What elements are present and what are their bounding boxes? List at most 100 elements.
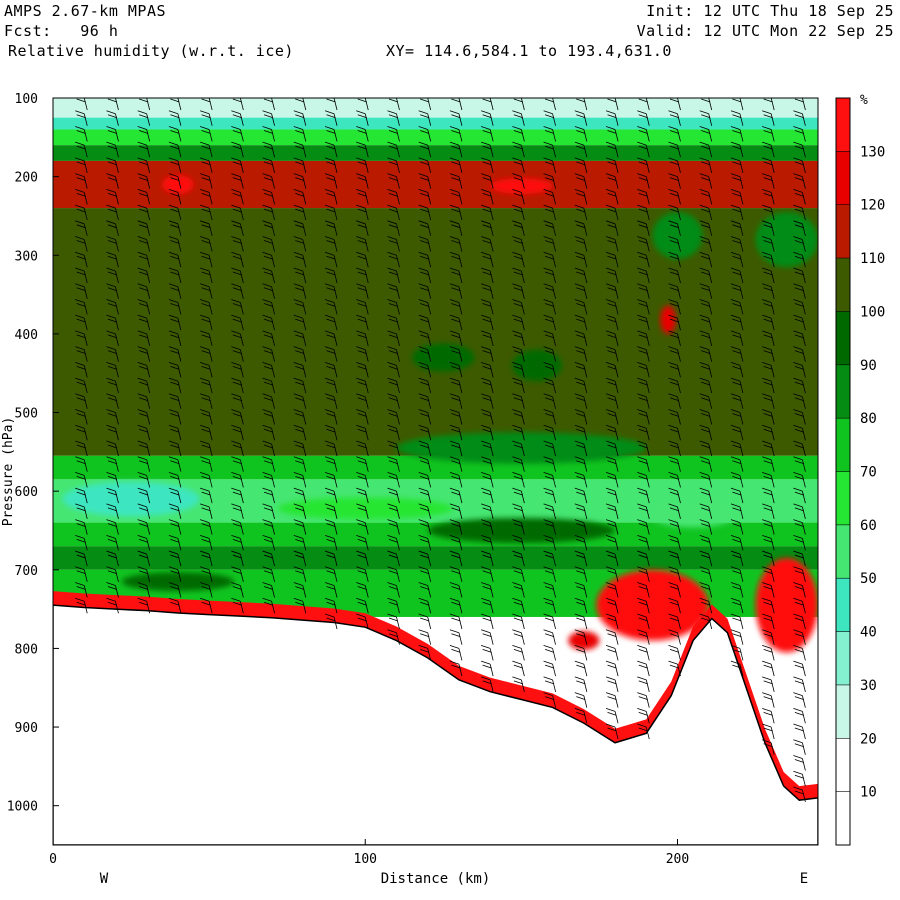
barb-staff [115, 255, 119, 268]
barb-staff [520, 538, 525, 551]
barb-flag [356, 330, 366, 335]
barb-staff [614, 255, 619, 268]
wind-barb [293, 330, 307, 346]
wind-barb [637, 566, 650, 582]
barb-flag [543, 299, 553, 303]
barb-staff [520, 207, 525, 221]
barb-flag [482, 98, 492, 103]
wind-barb [75, 220, 88, 236]
wind-barb [262, 597, 275, 614]
wind-barb [356, 236, 369, 252]
barb-flag [326, 287, 336, 292]
barb-staff [177, 349, 182, 362]
barb-staff [489, 160, 494, 174]
barb-flag [356, 456, 366, 461]
barb-flag [512, 409, 522, 413]
barb-staff [677, 601, 681, 614]
barb-flag [451, 523, 461, 527]
wind-barb [668, 188, 681, 205]
wind-barb [762, 377, 775, 394]
barb-flag [574, 409, 584, 413]
barb-staff [614, 428, 619, 441]
barb-staff [302, 318, 307, 331]
wind-barb [605, 361, 619, 378]
wind-barb [668, 220, 681, 236]
wind-barb [574, 440, 588, 457]
barb-flag [701, 177, 711, 182]
wind-barb [605, 220, 619, 236]
barb-flag [293, 550, 303, 555]
barb-flag [482, 240, 492, 244]
barb-flag [75, 330, 85, 335]
wind-barb [449, 251, 463, 268]
wind-barb [168, 110, 182, 126]
wind-barb [293, 283, 307, 299]
barb-flag [576, 161, 586, 166]
barb-staff [177, 207, 182, 221]
barb-flag [794, 790, 805, 795]
barb-flag [543, 440, 553, 445]
barb-flag [544, 570, 555, 575]
barb-flag [449, 110, 460, 115]
wind-barb [481, 582, 494, 598]
barb-flag [262, 346, 272, 351]
wind-barb [356, 503, 369, 519]
barb-staff [801, 585, 806, 598]
wind-barb [449, 330, 463, 346]
barb-flag [668, 141, 678, 146]
wind-barb [324, 126, 338, 142]
wind-barb [732, 98, 744, 111]
wind-barb [449, 393, 463, 409]
wind-barb [574, 141, 588, 158]
wind-barb [543, 534, 556, 551]
barb-flag [605, 440, 616, 445]
barb-staff [146, 192, 151, 205]
barb-flag [139, 507, 149, 512]
barb-staff [708, 160, 713, 174]
barb-staff [364, 239, 369, 252]
wind-barb [574, 220, 588, 236]
barb-staff [396, 98, 400, 111]
barb-flag [607, 334, 617, 339]
barb-flag [106, 204, 116, 209]
barb-staff [770, 302, 775, 315]
barb-staff [83, 459, 88, 472]
wind-barb [543, 440, 556, 457]
wind-barb [730, 519, 744, 535]
y-tick-label: 800 [15, 642, 38, 657]
barb-flag [449, 566, 460, 571]
barb-flag [106, 361, 116, 366]
barb-flag [387, 409, 397, 413]
barb-staff [614, 616, 619, 630]
barb-staff [489, 318, 494, 331]
barb-flag [324, 424, 335, 429]
wind-barb [637, 503, 650, 519]
wind-barb [106, 534, 119, 551]
barb-flag [605, 173, 616, 178]
barb-staff [271, 380, 275, 394]
wind-barb [574, 597, 588, 614]
wind-barb [762, 707, 775, 724]
barb-flag [326, 601, 336, 606]
barb-flag [605, 676, 616, 681]
barb-flag [668, 393, 678, 398]
barb-flag [637, 519, 647, 523]
wind-barb [418, 346, 432, 362]
barb-staff [614, 302, 619, 315]
wind-barb [199, 251, 213, 268]
barb-flag [293, 204, 303, 209]
barb-flag [637, 299, 647, 303]
barb-flag [262, 597, 272, 602]
wind-barb [605, 645, 619, 661]
barb-flag [107, 98, 118, 103]
wind-barb [699, 267, 713, 284]
barb-staff [333, 349, 338, 362]
barb-staff [739, 286, 744, 299]
barb-flag [106, 440, 116, 445]
barb-staff [427, 506, 432, 519]
barb-flag [637, 597, 647, 602]
barb-flag [420, 208, 430, 213]
wind-barb [543, 660, 556, 677]
wind-barb [262, 346, 275, 362]
barb-flag [574, 393, 584, 398]
